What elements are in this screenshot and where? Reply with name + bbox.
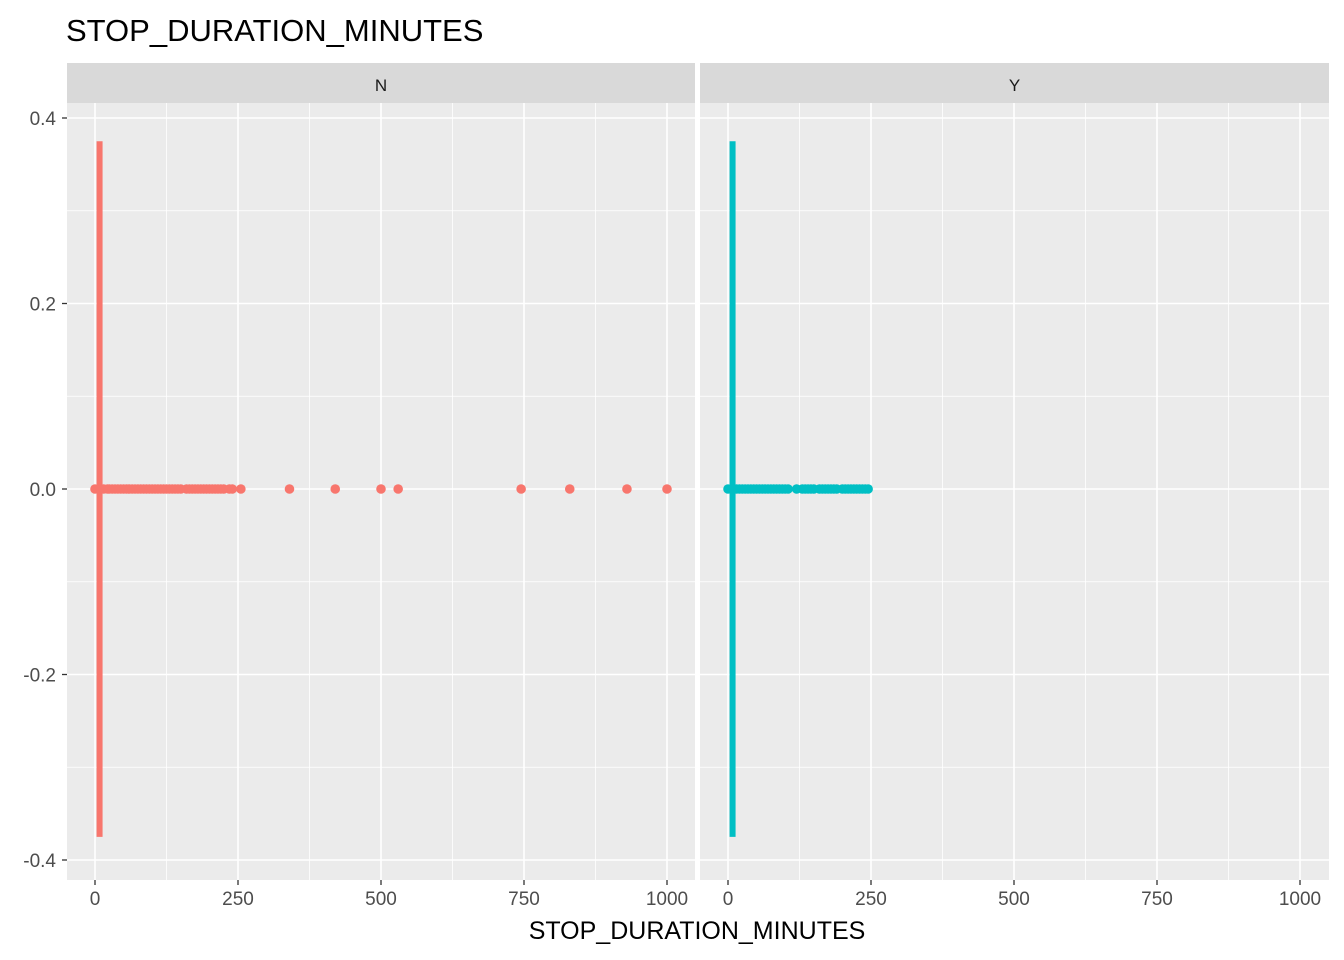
- y-tick-label: 0.0: [30, 480, 56, 501]
- x-tick-label: 1000: [1279, 889, 1321, 910]
- x-tick-label: 1000: [646, 889, 688, 910]
- x-tick-label: 250: [222, 889, 254, 910]
- x-tick-label: 0: [90, 889, 101, 910]
- y-axis: -0.4 -0.2 0.0 0.2 0.4: [23, 109, 67, 872]
- y-tick-label: 0.2: [30, 295, 56, 316]
- data-point: [564, 484, 575, 494]
- x-tick-label: 750: [1141, 889, 1173, 910]
- data-point: [863, 484, 873, 494]
- x-axis-y: 0 250 500 750 1000: [723, 880, 1321, 910]
- chart-title: STOP_DURATION_MINUTES: [66, 13, 483, 48]
- y-tick-label: -0.2: [23, 666, 56, 687]
- data-point: [723, 484, 733, 494]
- data-point: [393, 484, 403, 494]
- facet-panel-n: N: [67, 63, 695, 880]
- data-point: [284, 484, 295, 494]
- facet-strip-label: N: [375, 76, 387, 95]
- facet-panel-y: Y: [700, 63, 1329, 880]
- x-tick-label: 0: [723, 889, 734, 910]
- x-axis-n: 0 250 500 750 1000: [90, 880, 688, 910]
- data-point: [622, 484, 632, 494]
- data-point: [227, 484, 238, 494]
- x-tick-label: 750: [508, 889, 540, 910]
- facet-strip: [67, 63, 695, 103]
- data-point: [516, 484, 526, 494]
- data-point: [376, 484, 386, 494]
- x-tick-label: 250: [855, 889, 887, 910]
- data-point: [236, 484, 246, 494]
- data-point: [330, 484, 341, 494]
- facet-strip-label: Y: [1009, 76, 1020, 95]
- x-tick-label: 500: [998, 889, 1030, 910]
- x-axis-title: STOP_DURATION_MINUTES: [529, 917, 866, 945]
- data-point: [783, 484, 793, 494]
- data-point: [90, 484, 100, 494]
- data-point: [662, 484, 672, 494]
- x-axes: 0 250 500 750 1000 0 250 500 750 1000: [90, 880, 1321, 910]
- y-tick-label: -0.4: [23, 851, 56, 872]
- facet-strip: [700, 63, 1329, 103]
- y-tick-label: 0.4: [30, 109, 57, 130]
- x-tick-label: 500: [365, 889, 397, 910]
